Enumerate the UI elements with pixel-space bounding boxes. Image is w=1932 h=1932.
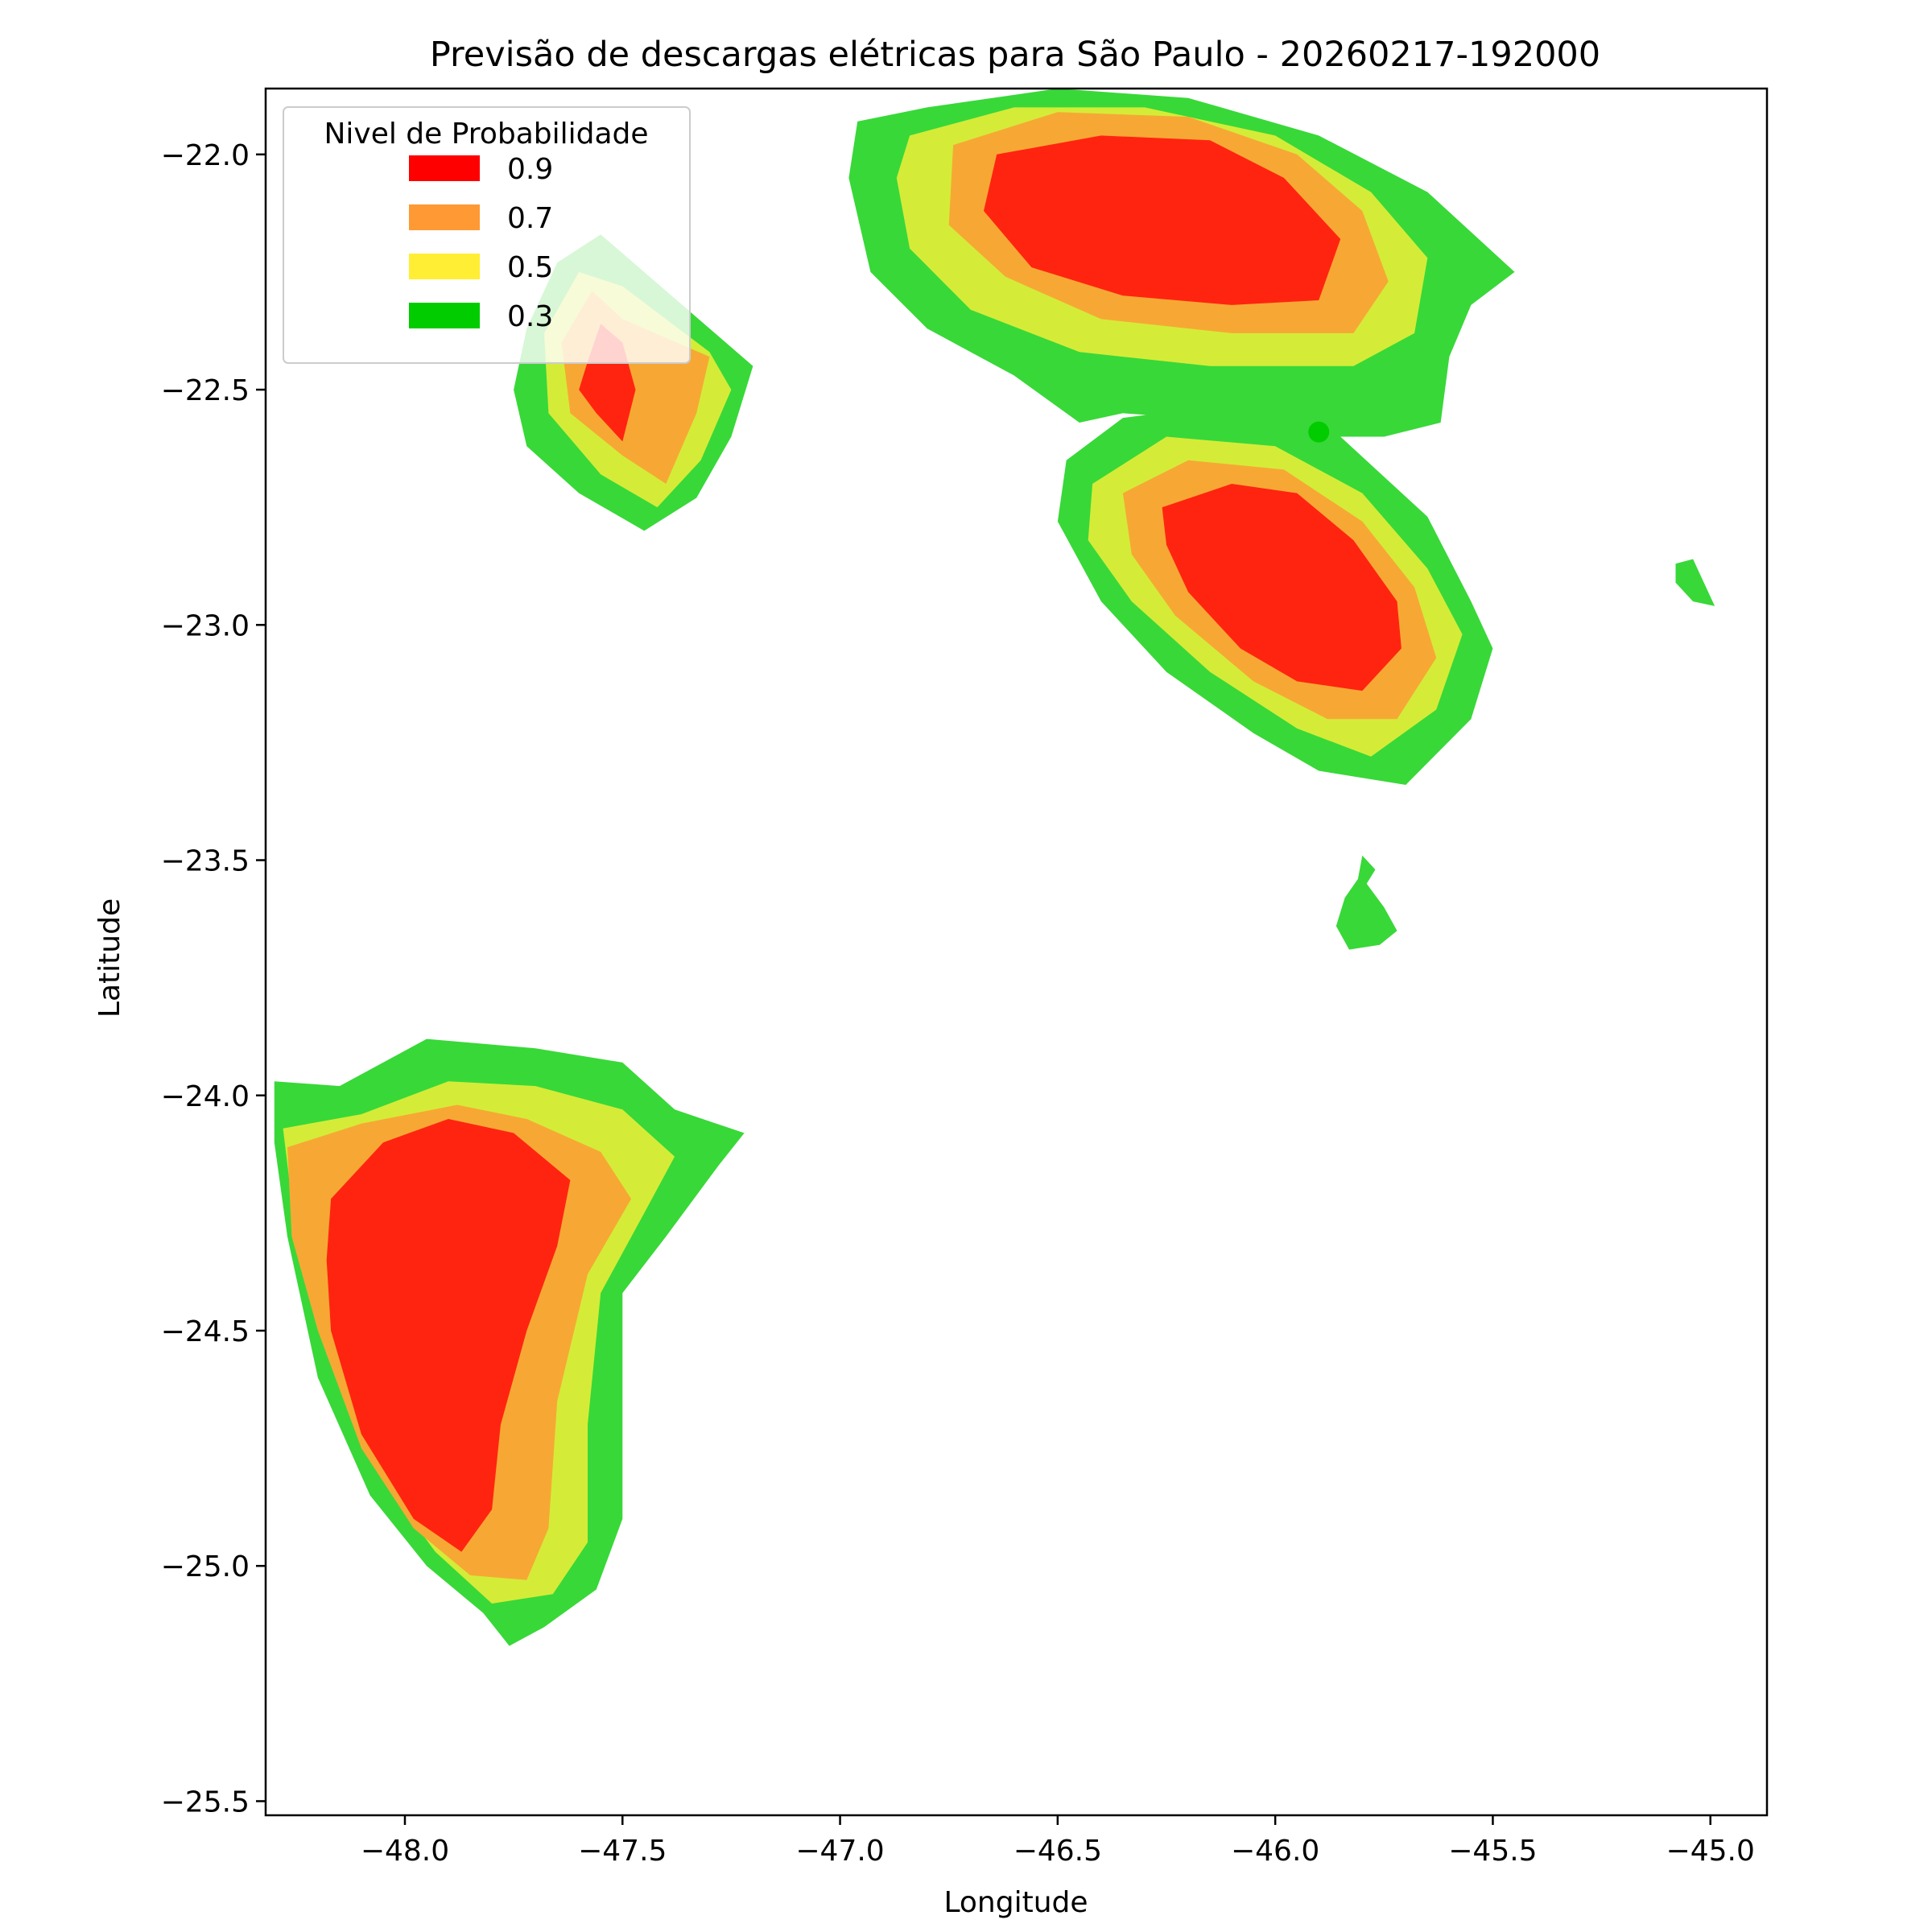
marker-point — [1308, 421, 1330, 443]
contour-fill-0_9 — [984, 135, 1341, 305]
legend-entry-label: 0.3 — [507, 300, 553, 333]
x-tick-label: −46.5 — [1013, 1835, 1102, 1868]
x-axis-label: Longitude — [943, 1886, 1088, 1919]
legend-swatch — [409, 155, 480, 181]
y-tick-label: −25.5 — [161, 1785, 250, 1818]
legend-entry-label: 0.9 — [507, 153, 553, 186]
legend-box — [283, 106, 691, 364]
x-tick-label: −45.5 — [1448, 1835, 1537, 1868]
x-tick-label: −47.5 — [578, 1835, 667, 1868]
legend-entry-label: 0.5 — [507, 251, 553, 284]
legend-swatch — [409, 254, 480, 279]
y-axis: −22.0 −22.5 −23.0 −23.5 −24.0 −24.5 −25.0 −25.5 — [161, 139, 266, 1818]
contour-fill-0_3 — [1335, 855, 1397, 950]
legend-entry-label: 0.7 — [507, 202, 553, 235]
plot-frame — [264, 87, 1769, 1817]
contour-fill-0_9 — [1162, 484, 1402, 691]
y-tick-label: −22.5 — [161, 374, 250, 407]
contour-region-central-fleck — [1335, 855, 1397, 950]
legend-swatch — [409, 204, 480, 230]
contour-region-south-west — [274, 1038, 745, 1646]
y-axis-label: Latitude — [93, 898, 126, 1018]
y-tick-label: −23.5 — [161, 845, 250, 878]
contour-fill-0_9 — [326, 1119, 571, 1552]
x-tick-label: −46.0 — [1231, 1835, 1319, 1868]
y-tick-label: −24.0 — [161, 1080, 250, 1113]
contour-region-north-east — [848, 89, 1515, 437]
contour-region-east-centre — [1057, 403, 1493, 785]
y-tick-label: −25.0 — [161, 1550, 250, 1583]
y-tick-label: −22.0 — [161, 139, 250, 172]
legend-swatch — [409, 303, 480, 328]
contour-region-east-fleck — [1675, 559, 1715, 606]
x-tick-label: −48.0 — [361, 1835, 449, 1868]
x-axis: −48.0 −47.5 −47.0 −46.5 −46.0 −45.5 −45.0 — [361, 1815, 1755, 1868]
contour-fill-0_3 — [1675, 559, 1715, 606]
x-tick-label: −47.0 — [795, 1835, 884, 1868]
x-tick-label: −45.0 — [1666, 1835, 1755, 1868]
legend-entries: 0.9 0.7 0.5 0.3 — [409, 153, 553, 333]
chart-title: Previsão de descargas elétricas para São… — [430, 35, 1600, 75]
legend: Nivel de Probabilidade 0.9 0.7 0.5 0.3 — [283, 106, 691, 364]
y-tick-label: −24.5 — [161, 1315, 250, 1348]
y-tick-label: −23.0 — [161, 609, 250, 642]
legend-title: Nivel de Probabilidade — [324, 118, 648, 151]
